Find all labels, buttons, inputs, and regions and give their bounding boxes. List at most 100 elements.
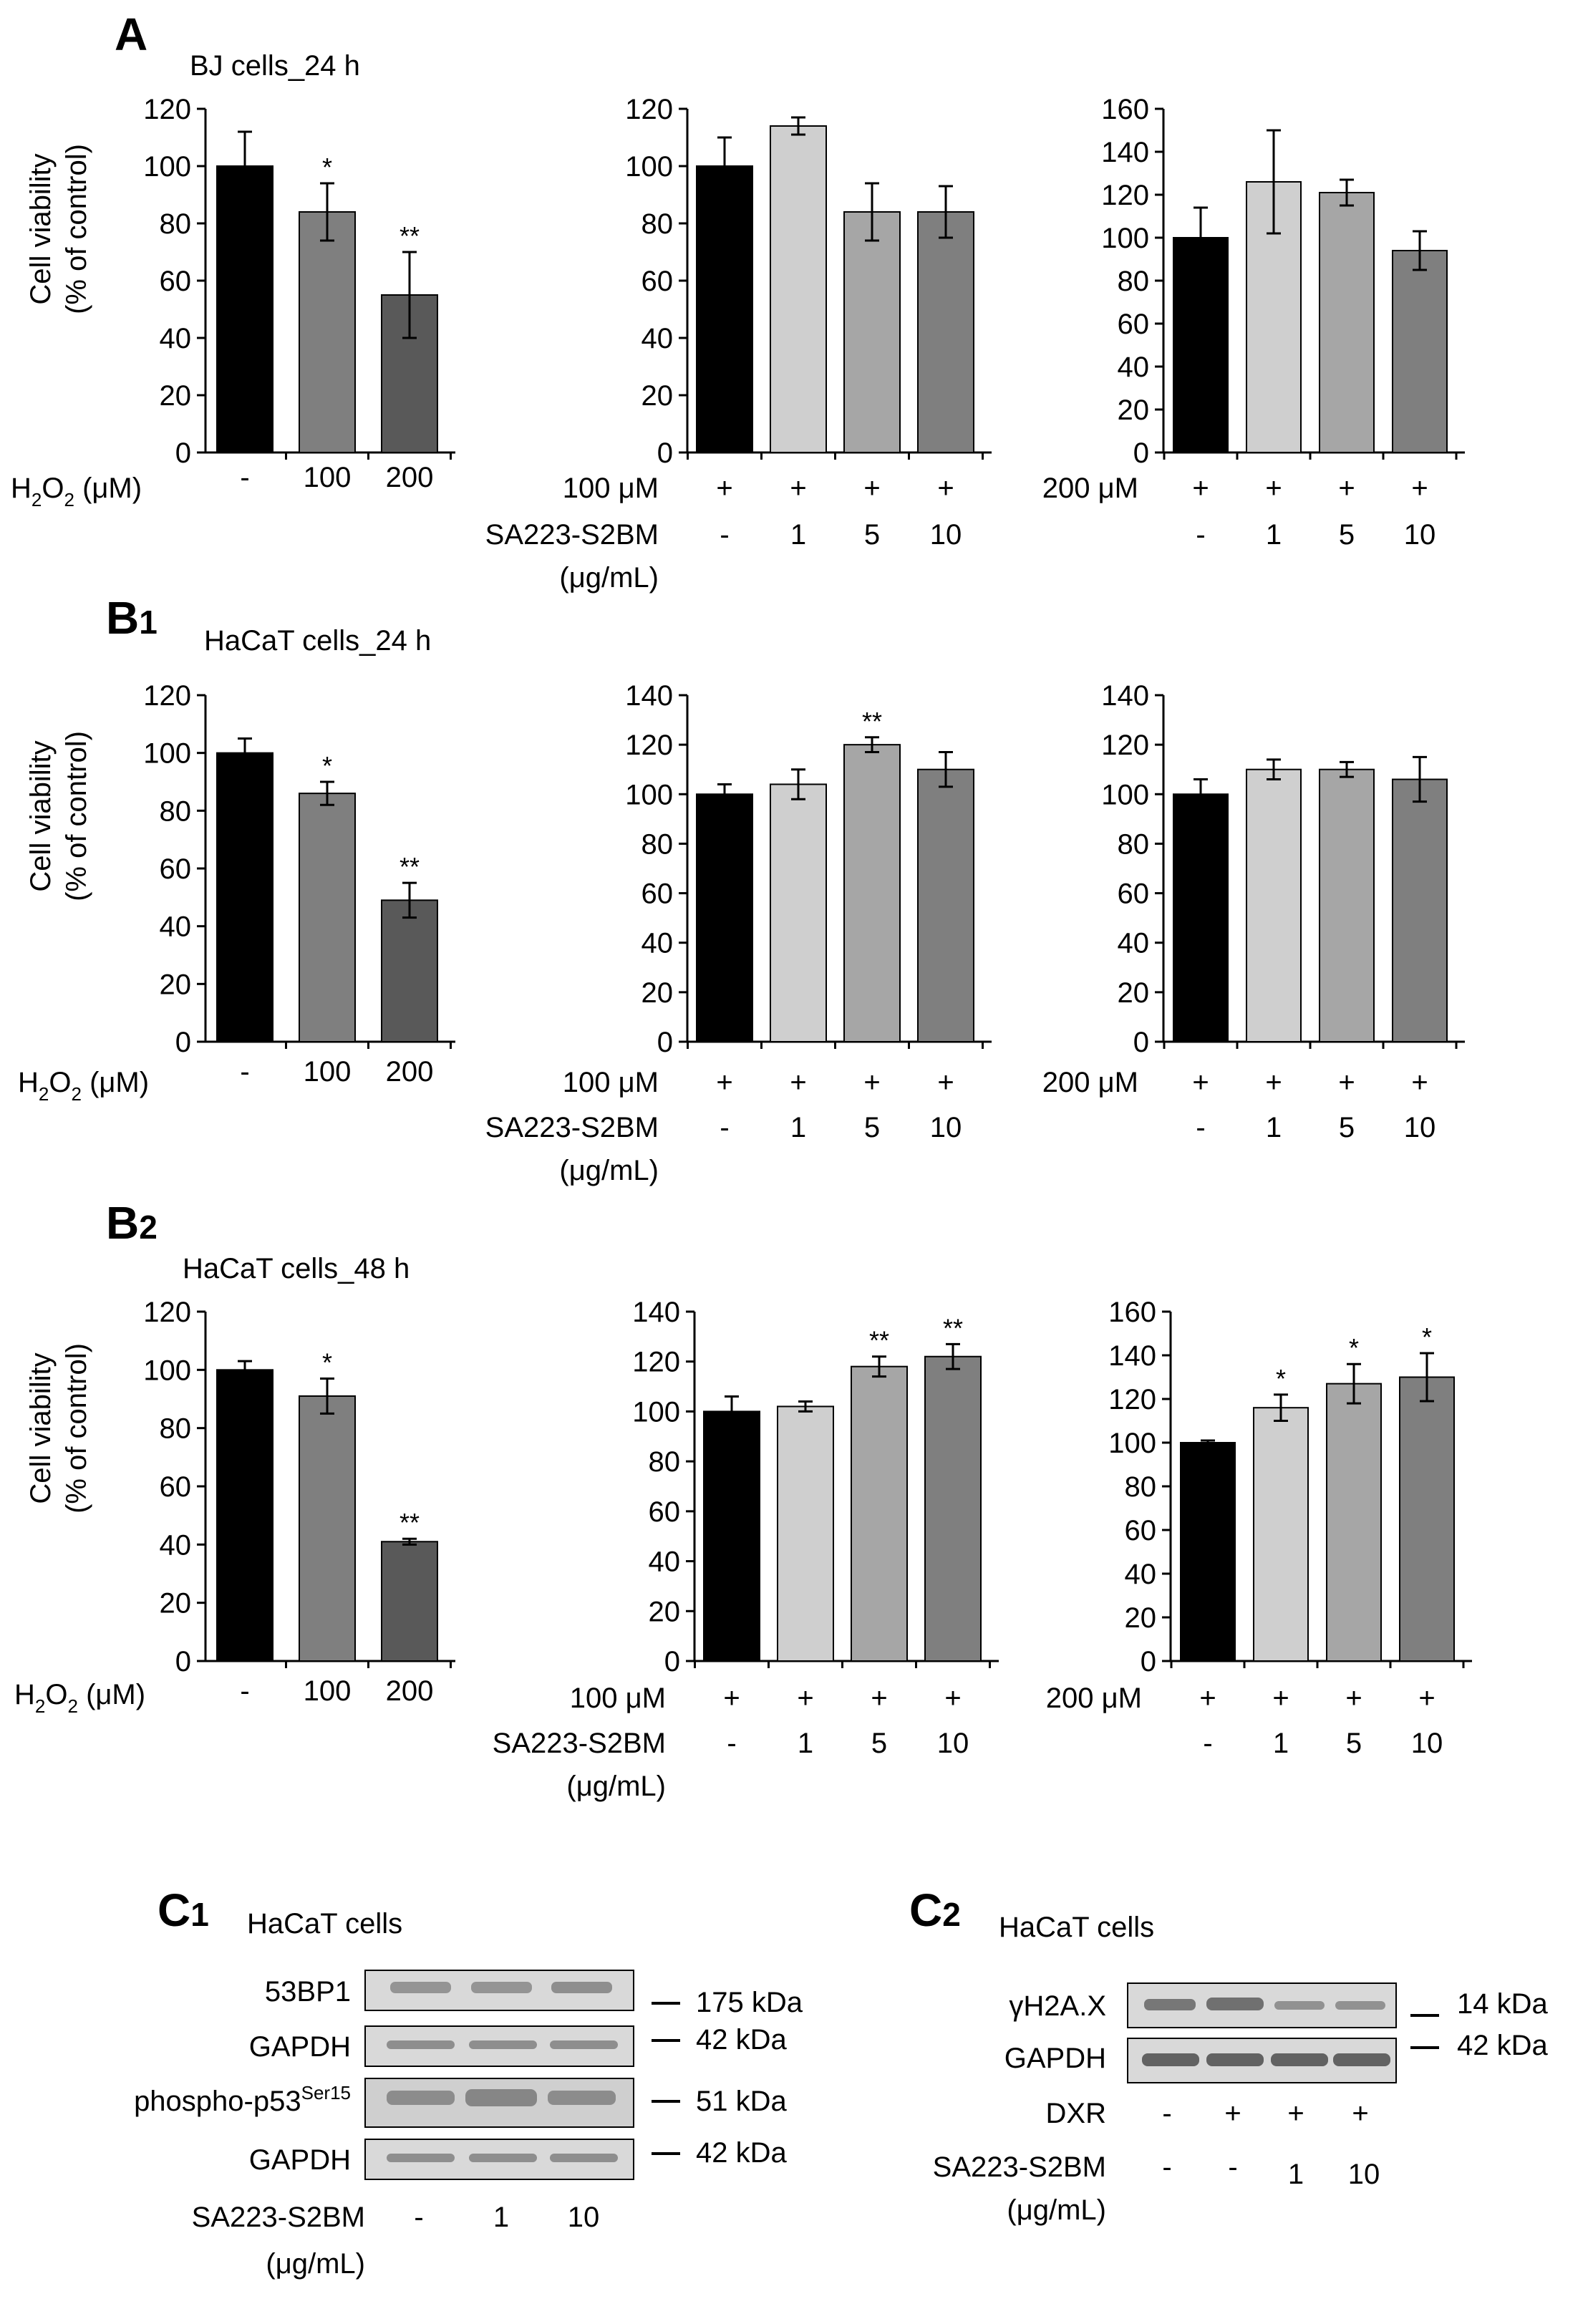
x-category-label: 1 [1266, 1112, 1282, 1143]
band [1144, 1999, 1196, 2010]
bar [1253, 1407, 1309, 1662]
band [465, 2089, 537, 2106]
y-tick-label: 100 [143, 1355, 191, 1386]
panel-c2-title: HaCaT cells [999, 1912, 1154, 1943]
significance-marker: * [322, 152, 332, 182]
h2o2-plus-label: + [1272, 1683, 1289, 1714]
y-tick-label: 80 [160, 1413, 192, 1445]
x-category-label: 1 [798, 1728, 813, 1759]
bar [381, 899, 438, 1043]
x-category-label: 10 [930, 1112, 962, 1143]
x-category-label: 5 [864, 519, 880, 551]
blot-c2-dxr-2: + [1224, 2098, 1241, 2129]
chart-b2-200: 0 20 40 60 80 100 120 140 160 + - * +1 * +5 * +10 [1108, 1297, 1472, 1759]
h2o2-plus-label: + [797, 1683, 813, 1714]
x-category-label: 5 [1339, 1112, 1355, 1143]
x-category-label: 5 [1339, 519, 1355, 551]
h2o2-plus-label: + [1199, 1683, 1216, 1714]
band [1142, 2053, 1199, 2066]
h2o2-plus-label: + [863, 473, 880, 504]
y-tick-label: 120 [625, 94, 673, 125]
blot-c1-row4-kda: 42 kDa [696, 2137, 787, 2169]
significance-marker: ** [400, 852, 420, 881]
panel-c2: C2 HaCaT cells γH2A.X GAPDH 14 kDa 42 kD… [909, 1884, 1548, 2226]
band [1335, 2001, 1385, 2010]
band [1274, 2001, 1325, 2010]
band [387, 2040, 455, 2049]
x-category-label: 10 [1411, 1728, 1443, 1759]
dose-200-label-a: 200 μM [1042, 473, 1138, 504]
blot-c1-strip-3 [364, 2078, 634, 2128]
x-category-label: 5 [1346, 1728, 1362, 1759]
y-tick-label: 120 [632, 1347, 680, 1378]
x-category-label: - [1196, 1112, 1205, 1143]
blot-c1-unit: (μg/mL) [266, 2248, 365, 2280]
x-category-label: 10 [1404, 519, 1436, 551]
y-tick-label: 0 [175, 1027, 191, 1058]
y-tick-label: 140 [1108, 1340, 1156, 1372]
panel-b1-letter: B1 [106, 592, 158, 644]
bar [770, 783, 827, 1042]
chart-b1-h2o2: 0 20 40 60 80 100 120 - * 100 ** 200 [143, 680, 455, 1088]
panel-b1-title: HaCaT cells_24 h [204, 625, 431, 657]
x-category-label: - [720, 1112, 729, 1143]
bar [1392, 778, 1448, 1042]
y-tick-label: 160 [1108, 1297, 1156, 1328]
panel-a-title: BJ cells_24 h [190, 50, 360, 82]
band [550, 2154, 618, 2162]
h2o2-plus-label: + [1418, 1683, 1435, 1714]
y-tick-label: 40 [160, 1529, 192, 1561]
blot-c2-treatment-label: SA223-S2BM [933, 2151, 1106, 2183]
y-tick-label: 140 [625, 680, 673, 712]
bar [299, 211, 356, 453]
significance-marker: * [1349, 1333, 1359, 1362]
y-tick-label: 20 [160, 380, 192, 412]
h2o2-plus-label: + [1265, 473, 1282, 504]
bar [703, 1410, 760, 1662]
panel-c1-letter: C1 [158, 1884, 209, 1936]
panel-c1: C1 HaCaT cells 53BP1 GAPDH phospho-p53Se… [134, 1884, 803, 2280]
y-tick-label: 100 [1108, 1428, 1156, 1459]
blot-c1-lane-3: 10 [568, 2202, 600, 2233]
h2o2-plus-label: + [937, 473, 954, 504]
y-tick-label: 60 [160, 1471, 192, 1503]
y-tick-label: 140 [632, 1297, 680, 1328]
bar [770, 125, 827, 453]
y-tick-label: 60 [642, 878, 674, 910]
y-tick-label: 60 [642, 266, 674, 297]
y-tick-label: 140 [1101, 137, 1149, 168]
y-tick-label: 20 [642, 977, 674, 1009]
x-category-label: - [240, 1056, 249, 1088]
y-tick-label: 80 [160, 208, 192, 240]
x-category-label: 100 [304, 1675, 352, 1707]
blot-c2-row1-kda: 14 kDa [1457, 1988, 1548, 2020]
significance-marker: * [1422, 1322, 1432, 1352]
y-tick-label: 0 [657, 437, 673, 469]
y-tick-label: 100 [143, 738, 191, 770]
blot-c1-strip-2 [364, 2025, 634, 2067]
blot-c1-row3-label: phospho-p53Ser15 [134, 2082, 351, 2117]
panel-b1-ylabel: Cell viability (% of control) [25, 731, 92, 901]
sa-label-b2: SA223-S2BM [493, 1728, 666, 1759]
blot-c2-dxr-3: + [1287, 2098, 1304, 2129]
y-tick-label: 40 [642, 323, 674, 354]
panel-b2-ylabel: Cell viability (% of control) [25, 1343, 92, 1514]
band [1271, 2053, 1328, 2066]
unit-label-b1: (μg/mL) [559, 1155, 659, 1186]
x-category-label: 10 [937, 1728, 969, 1759]
y-tick-label: 80 [160, 795, 192, 827]
h2o2-label-b2: H2O2 (μM) [14, 1679, 145, 1717]
bar [1326, 1383, 1382, 1662]
band [550, 2040, 618, 2049]
h2o2-plus-label: + [1265, 1067, 1282, 1098]
y-tick-label: 120 [1101, 730, 1149, 761]
bar [381, 1541, 438, 1662]
blot-c2-row2-kda: 42 kDa [1457, 2030, 1548, 2061]
bar [299, 793, 356, 1042]
blot-c1-treatment-label: SA223-S2BM [192, 2202, 365, 2233]
blot-c2-row1-label: γH2A.X [1009, 1990, 1106, 2022]
y-tick-label: 40 [160, 323, 192, 354]
y-tick-label: 60 [1125, 1515, 1157, 1546]
y-tick-label: 120 [625, 730, 673, 761]
y-tick-label: 0 [175, 1646, 191, 1677]
